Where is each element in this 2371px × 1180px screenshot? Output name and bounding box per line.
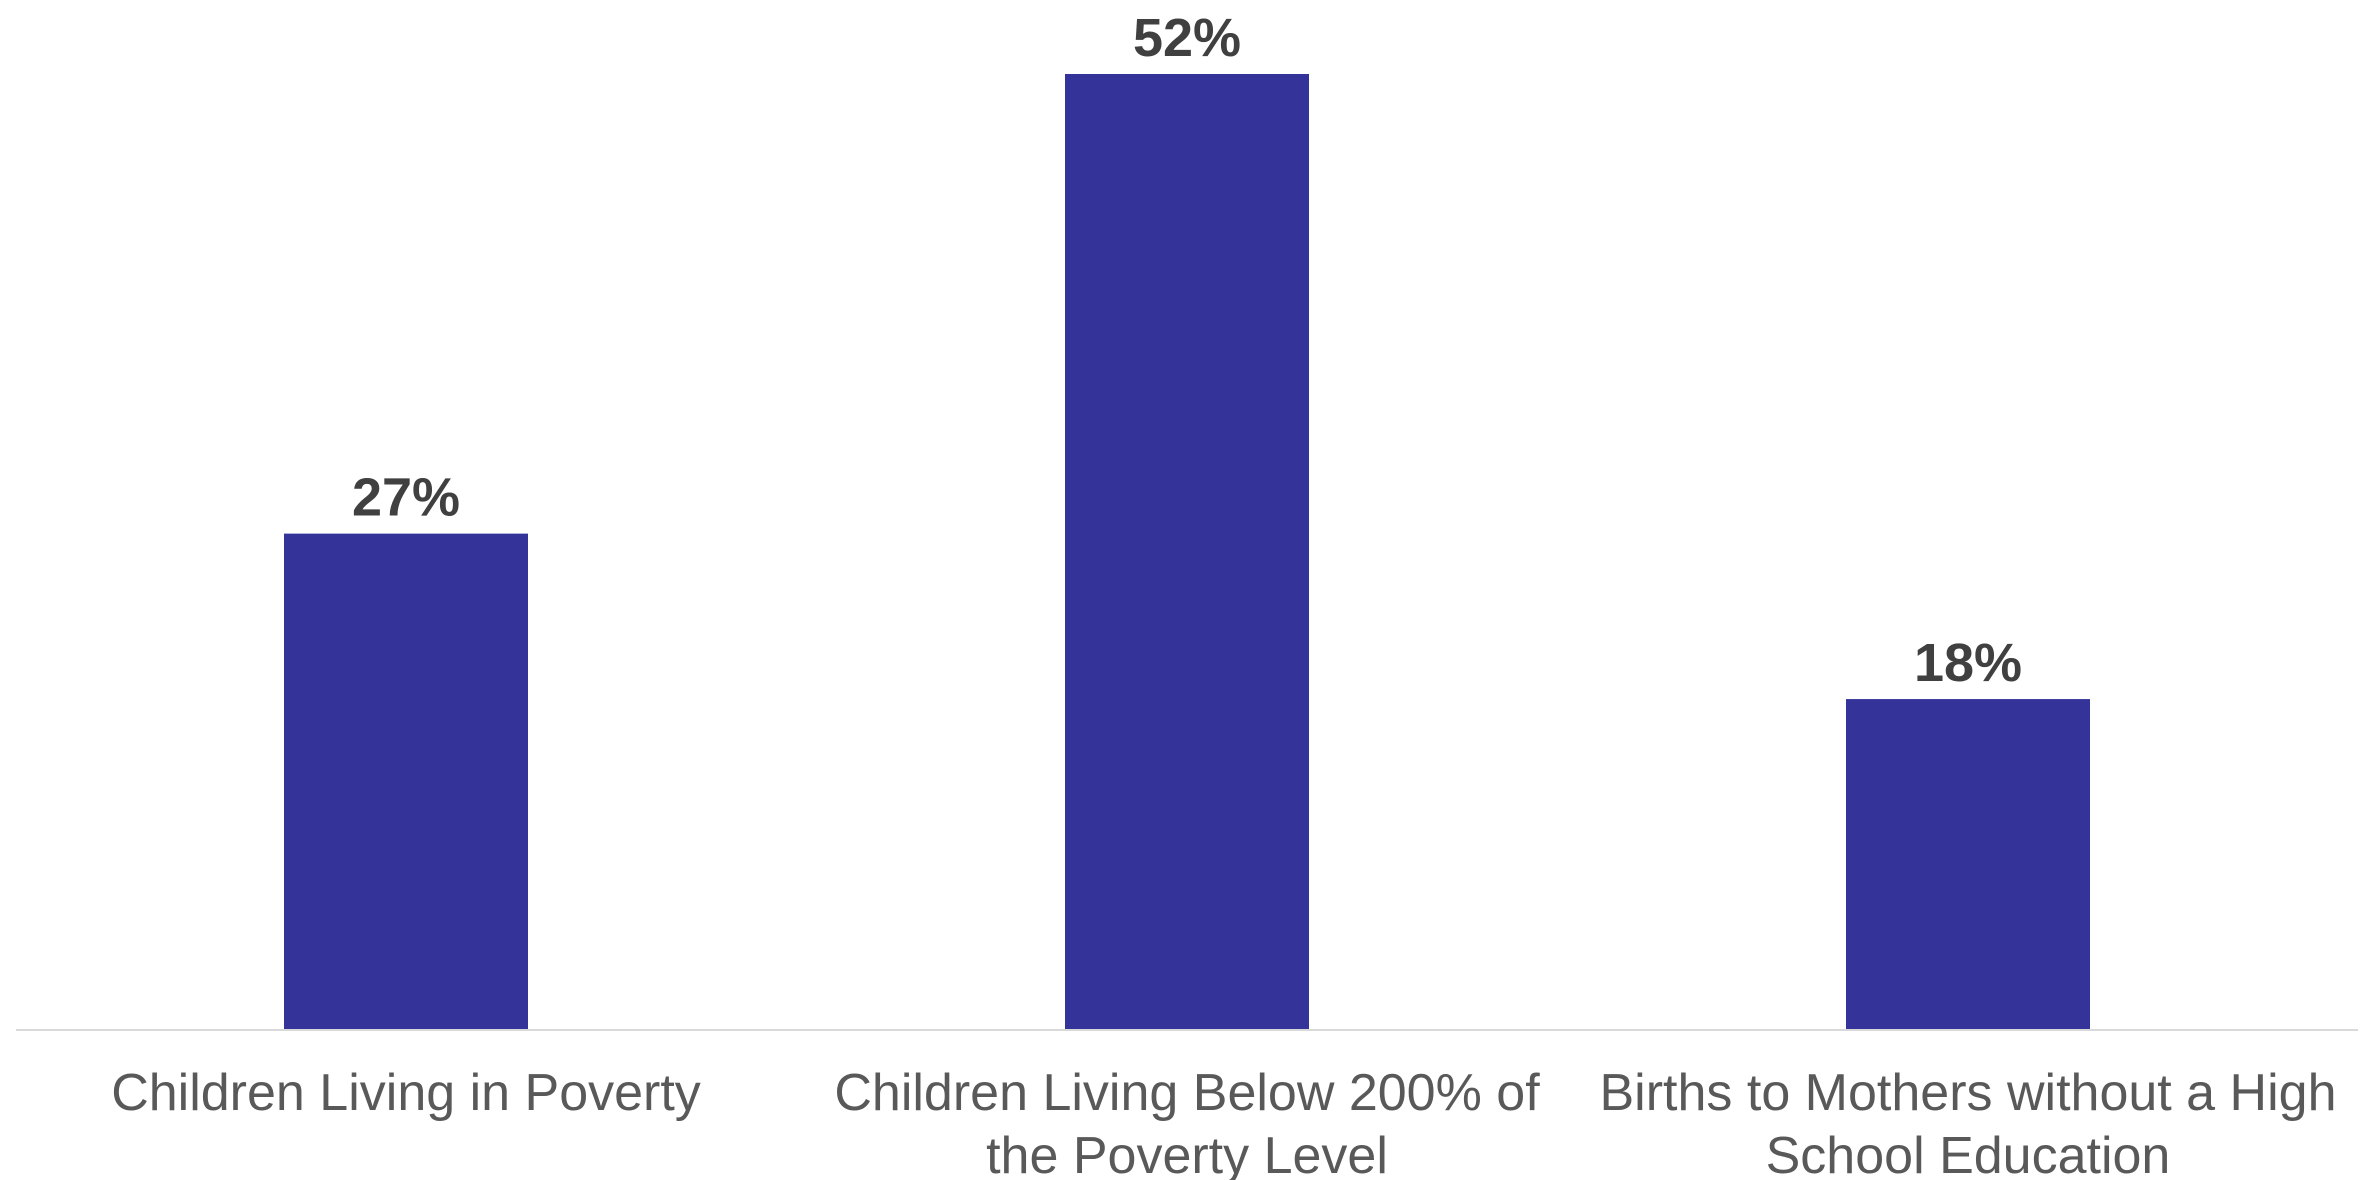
bar-3 (1846, 699, 2090, 1030)
category-labels-group: Children Living in Poverty Children Livin… (111, 1064, 2336, 1180)
category-label-2-line-1: Children Living Below 200% of (834, 1064, 1540, 1122)
bars-group (284, 74, 2090, 1030)
value-label-1: 27% (352, 468, 460, 528)
value-label-2: 52% (1133, 8, 1241, 68)
category-label-1-line-1: Children Living in Poverty (111, 1064, 701, 1122)
bar-1 (284, 533, 528, 1030)
category-label-3: Births to Mothers without a High School E… (1600, 1064, 2337, 1180)
category-label-2: Children Living Below 200% of the Poverty… (834, 1064, 1540, 1180)
value-labels-group: 27% 52% 18% (352, 8, 2022, 693)
value-label-3: 18% (1914, 633, 2022, 693)
bar-2 (1065, 74, 1309, 1030)
category-label-1: Children Living in Poverty (111, 1064, 701, 1122)
category-label-2-line-2: the Poverty Level (986, 1127, 1388, 1180)
category-label-3-line-1: Births to Mothers without a High (1600, 1064, 2337, 1122)
category-label-3-line-2: School Education (1766, 1127, 2171, 1180)
